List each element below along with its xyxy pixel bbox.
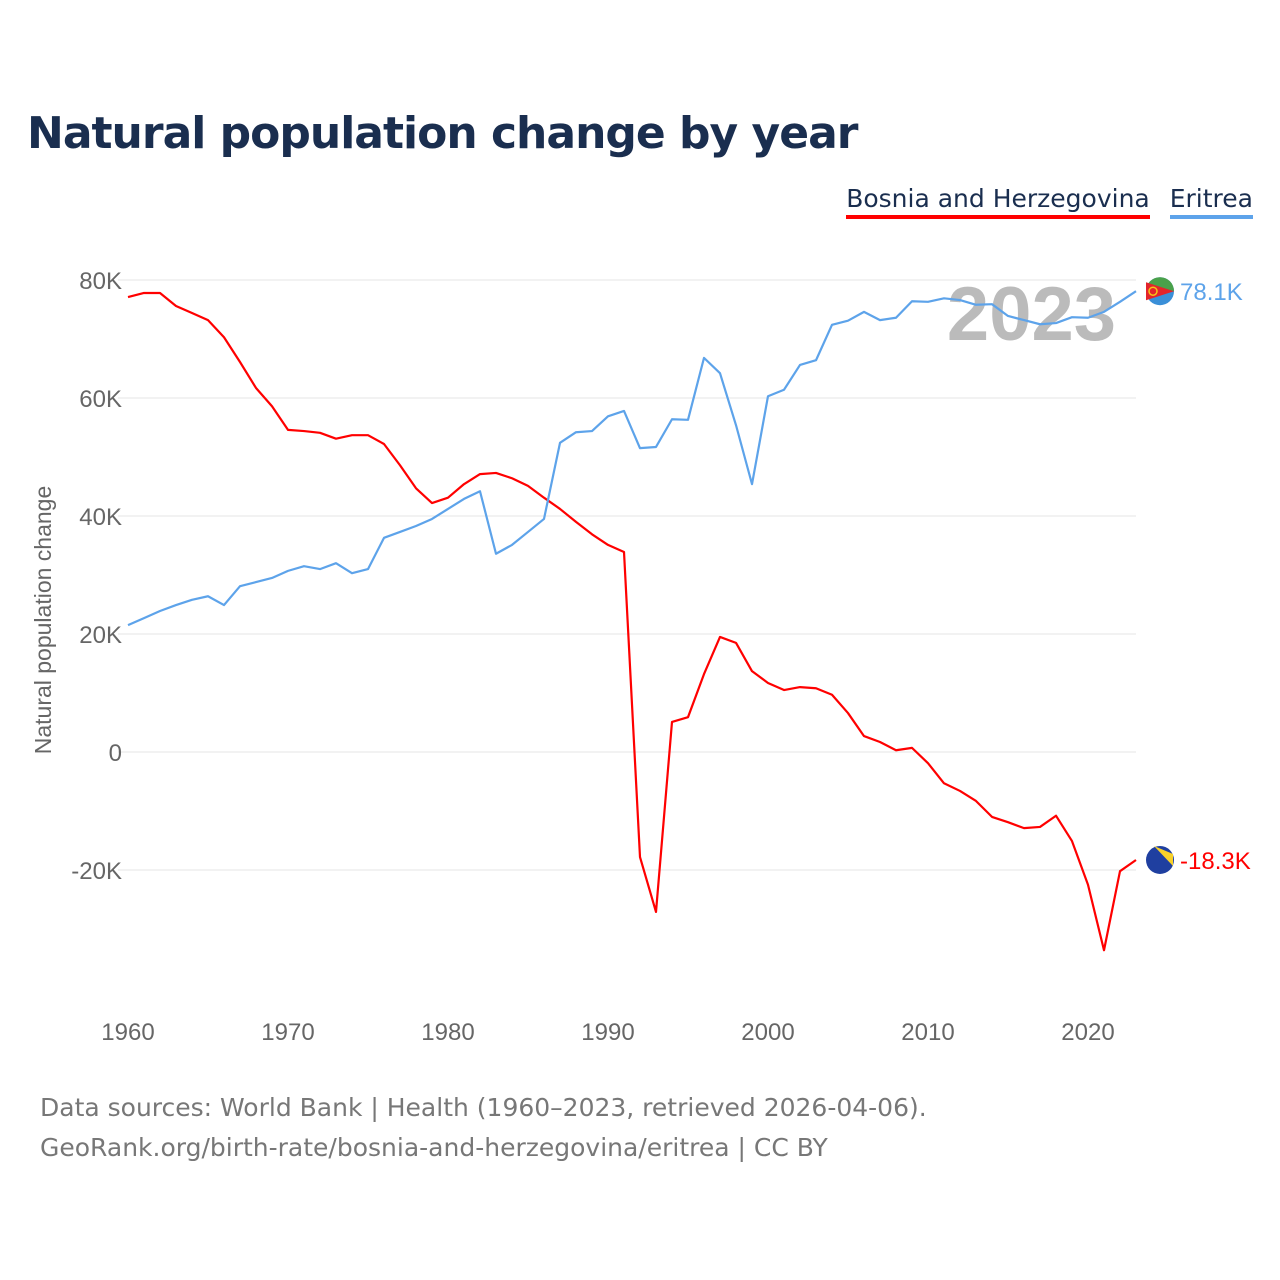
footer: Data sources: World Bank | Health (1960–… [40,1088,927,1168]
x-tick-label: 1980 [421,1019,474,1046]
y-tick-label: 80K [79,268,122,295]
footer-sources: Data sources: World Bank | Health (1960–… [40,1093,927,1122]
y-tick-label: 20K [79,622,122,649]
series-line-bosnia [127,291,1137,952]
x-tick-label: 2000 [741,1019,794,1046]
y-tick-label: 0 [109,740,122,767]
end-value-label: -18.3K [1180,848,1251,875]
flag-triangle [1154,845,1173,866]
footer-link[interactable]: GeoRank.org/birth-rate/bosnia-and-herzeg… [40,1133,828,1162]
x-tick-label: 2010 [901,1019,954,1046]
y-tick-label: 40K [79,504,122,531]
series-line-eritrea [127,290,1137,627]
end-value-label: 78.1K [1180,279,1243,306]
chart-title: Natural population change by year [27,108,858,159]
x-tick-label: 1990 [581,1019,634,1046]
year-watermark: 2023 [947,272,1116,357]
x-tick-label: 2020 [1061,1019,1114,1046]
bosnia-flag-icon [1146,845,1174,874]
x-tick-label: 1970 [261,1019,314,1046]
y-tick-label: 60K [79,386,122,413]
y-axis-label: Natural population change [30,486,56,755]
y-tick-label: -20K [71,858,122,885]
flag-emblem [1148,286,1158,296]
eritrea-flag-icon [1146,277,1174,306]
legend: Bosnia and Herzegovina Eritrea [846,184,1253,219]
x-tick-label: 1960 [101,1019,154,1046]
legend-item-eritrea[interactable]: Eritrea [1169,184,1253,219]
legend-item-bosnia[interactable]: Bosnia and Herzegovina [846,184,1150,219]
